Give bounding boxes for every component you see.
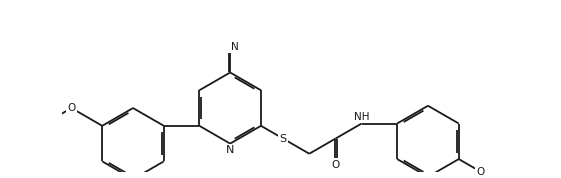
Text: S: S — [279, 134, 287, 144]
Text: N: N — [226, 145, 234, 155]
Text: N: N — [231, 41, 238, 51]
Text: O: O — [67, 103, 76, 113]
Text: O: O — [332, 160, 339, 170]
Text: O: O — [476, 166, 485, 177]
Text: NH: NH — [354, 112, 369, 122]
